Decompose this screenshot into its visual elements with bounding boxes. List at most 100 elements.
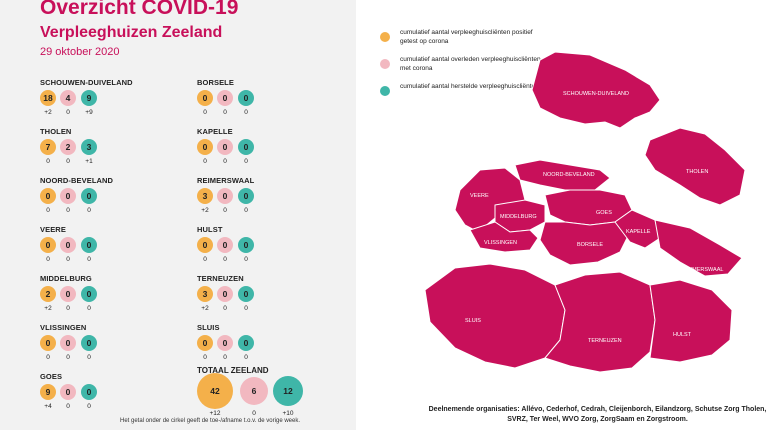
region-name: MIDDELBURG — [40, 274, 92, 283]
total-deceased-circle: 6 — [240, 377, 268, 405]
positive-delta: +2 — [44, 305, 52, 312]
total-title: TOTAAL ZEELAND — [197, 366, 269, 375]
map-label-middelburg: MIDDELBURG — [500, 214, 537, 220]
deceased-circle: 2 — [60, 139, 76, 155]
region-borsele: BORSELE 0 0 0 0 0 0 — [197, 78, 337, 128]
recovered-delta: 0 — [244, 207, 248, 214]
region-goes: GOES 9 +4 0 0 0 0 — [40, 372, 180, 422]
positive-delta: +2 — [201, 305, 209, 312]
deceased-circle: 0 — [60, 335, 76, 351]
region-name: SLUIS — [197, 323, 220, 332]
positive-circle: 2 — [40, 286, 56, 302]
recovered-delta: +1 — [85, 158, 93, 165]
page-title: Overzicht COVID-19 — [40, 0, 239, 19]
recovered-circle: 0 — [81, 188, 97, 204]
positive-circle: 0 — [40, 335, 56, 351]
map-label-kapelle: KAPELLE — [626, 229, 651, 235]
recovered-circle: 0 — [238, 188, 254, 204]
positive-circle: 7 — [40, 139, 56, 155]
stats-panel — [0, 0, 356, 430]
deceased-delta: 0 — [223, 256, 227, 263]
region-name: BORSELE — [197, 78, 234, 87]
recovered-circle: 0 — [238, 90, 254, 106]
map-label-reimerswaal: REIMERSWAAL — [683, 267, 723, 273]
positive-circle: 3 — [197, 286, 213, 302]
region-name: HULST — [197, 225, 223, 234]
report-date: 29 oktober 2020 — [40, 46, 120, 58]
region-schouwen-duiveland: SCHOUWEN-DUIVELAND 18 +2 4 0 9 +9 — [40, 78, 180, 128]
positive-circle: 0 — [197, 237, 213, 253]
map-region-hulst — [649, 279, 733, 363]
deceased-circle: 0 — [60, 286, 76, 302]
deceased-circle: 0 — [217, 139, 233, 155]
deceased-circle: 0 — [60, 237, 76, 253]
recovered-circle: 9 — [81, 90, 97, 106]
recovered-delta: 0 — [87, 207, 91, 214]
map-region-vlissingen — [469, 221, 539, 253]
total-recovered-delta: +10 — [282, 410, 294, 417]
orange-dot-icon — [380, 32, 390, 42]
recovered-circle: 0 — [238, 237, 254, 253]
map-label-schouwen-duiveland: SCHOUWEN-DUIVELAND — [563, 91, 629, 97]
positive-delta: 0 — [203, 256, 207, 263]
region-name: KAPELLE — [197, 127, 233, 136]
region-name: VLISSINGEN — [40, 323, 87, 332]
region-veere: VEERE 0 0 0 0 0 0 — [40, 225, 180, 275]
positive-delta: +4 — [44, 403, 52, 410]
recovered-delta: 0 — [87, 256, 91, 263]
footnote: Het getal onder de cirkel geeft de toe-/… — [120, 418, 300, 424]
map-label-noord-beveland: NOORD-BEVELAND — [543, 172, 595, 178]
map-label-veere: VEERE — [470, 193, 489, 199]
region-sluis: SLUIS 0 0 0 0 0 0 — [197, 323, 337, 373]
recovered-delta: 0 — [244, 256, 248, 263]
map-label-tholen: THOLEN — [686, 169, 708, 175]
positive-circle: 0 — [40, 188, 56, 204]
recovered-circle: 0 — [81, 286, 97, 302]
recovered-delta: 0 — [87, 305, 91, 312]
map-label-borsele: BORSELE — [577, 242, 603, 248]
recovered-circle: 0 — [238, 286, 254, 302]
deceased-circle: 0 — [60, 188, 76, 204]
map-region-terneuzen — [544, 271, 656, 373]
map-label-sluis: SLUIS — [465, 318, 481, 324]
positive-circle: 3 — [197, 188, 213, 204]
legend-text: cumulatief aantal overleden verpleeghuis… — [400, 56, 541, 72]
map-label-goes: GOES — [596, 210, 612, 216]
deceased-delta: 0 — [66, 256, 70, 263]
region-middelburg: MIDDELBURG 2 +2 0 0 0 0 — [40, 274, 180, 324]
region-name: GOES — [40, 372, 63, 381]
deceased-circle: 4 — [60, 90, 76, 106]
region-terneuzen: TERNEUZEN 3 +2 0 0 0 0 — [197, 274, 337, 324]
region-kapelle: KAPELLE 0 0 0 0 0 0 — [197, 127, 337, 177]
deceased-delta: 0 — [223, 354, 227, 361]
region-name: TERNEUZEN — [197, 274, 244, 283]
page-subtitle: Verpleeghuizen Zeeland — [40, 24, 223, 41]
region-name: THOLEN — [40, 127, 72, 136]
region-name: SCHOUWEN-DUIVELAND — [40, 78, 133, 87]
deceased-circle: 0 — [217, 90, 233, 106]
recovered-circle: 3 — [81, 139, 97, 155]
deceased-delta: 0 — [66, 305, 70, 312]
deceased-delta: 0 — [66, 403, 70, 410]
total-positive-circle: 42 — [197, 373, 233, 409]
recovered-delta: +9 — [85, 109, 93, 116]
positive-delta: 0 — [46, 354, 50, 361]
total-recovered-circle: 12 — [273, 376, 303, 406]
map-region-reimerswaal — [654, 219, 743, 277]
recovered-circle: 0 — [238, 139, 254, 155]
map-label-vlissingen: VLISSINGEN — [484, 240, 517, 246]
positive-circle: 9 — [40, 384, 56, 400]
positive-delta: 0 — [203, 109, 207, 116]
total-positive-delta: +12 — [209, 410, 221, 417]
region-noord-beveland: NOORD-BEVELAND 0 0 0 0 0 0 — [40, 176, 180, 226]
deceased-delta: 0 — [223, 158, 227, 165]
legend-text: cumulatief aantal herstelde verpleeghuis… — [400, 83, 539, 90]
positive-delta: 0 — [46, 207, 50, 214]
region-name: REIMERSWAAL — [197, 176, 255, 185]
map-region-tholen — [644, 127, 746, 206]
recovered-delta: 0 — [244, 305, 248, 312]
deceased-circle: 0 — [217, 286, 233, 302]
map-region-sluis — [424, 263, 566, 369]
recovered-delta: 0 — [244, 354, 248, 361]
